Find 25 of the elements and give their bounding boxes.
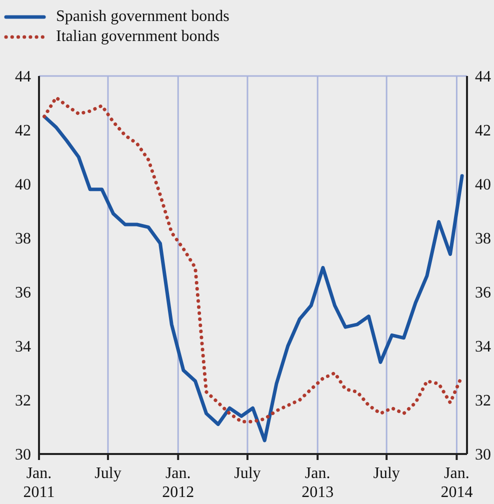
y2-tick-label: 30 [15,446,31,464]
y2-tick-label: 34 [15,338,31,356]
y-tick-label: 32 [475,392,491,410]
y-tick-label: 42 [475,122,491,140]
y2-tick-label: 40 [15,176,31,194]
y2-tick-label: 44 [15,68,31,86]
x-tick-label: July [234,465,261,482]
legend-label: Italian government bonds [56,28,220,46]
y-tick-label: 44 [475,68,491,86]
y-tick-label: 36 [475,284,491,302]
x-tick-label: July [94,465,122,482]
x-tick-label: July [373,465,400,482]
y2-tick-label: 32 [15,392,31,410]
legend-label: Spanish government bonds [56,8,230,26]
y-tick-label: 34 [475,338,491,356]
y2-tick-label: 36 [15,284,31,302]
x-tick-label: Jan. 2013 [302,465,334,501]
y-tick-label: 40 [475,176,491,194]
y-tick-label: 38 [475,230,491,248]
x-tick-label: Jan. 2014 [440,465,473,501]
y2-tick-label: 42 [15,122,31,140]
x-tick-label: Jan. 2012 [162,465,194,501]
y2-tick-label: 38 [15,230,31,248]
x-tick-label: Jan. 2011 [23,465,55,501]
y-tick-label: 30 [475,446,491,464]
